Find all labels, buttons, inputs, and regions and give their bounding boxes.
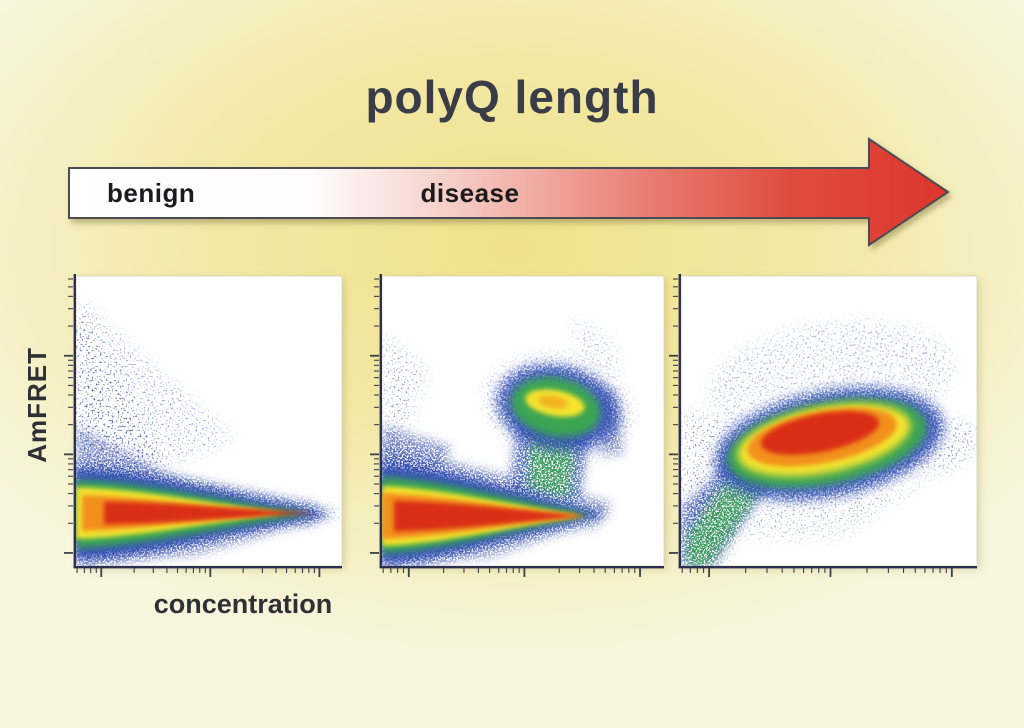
density-layer bbox=[104, 501, 316, 525]
arrow-label-disease: disease bbox=[420, 178, 520, 208]
density-layer bbox=[686, 476, 763, 566]
density-layer bbox=[570, 316, 622, 376]
figure-title: polyQ length bbox=[365, 71, 659, 123]
density-plot-intermediate bbox=[370, 274, 667, 577]
density-layers bbox=[382, 316, 632, 566]
arrow-shape bbox=[68, 137, 950, 247]
density-layers bbox=[76, 296, 340, 566]
x-axis-label: concentration bbox=[153, 589, 333, 619]
density-layers bbox=[681, 320, 977, 566]
density-plot-disease bbox=[669, 274, 980, 577]
tick-group bbox=[669, 278, 953, 577]
density-layer bbox=[538, 395, 568, 409]
tick-group bbox=[64, 278, 321, 577]
density-layer bbox=[394, 500, 588, 532]
density-layer bbox=[741, 468, 946, 538]
y-axis-label: AmFRET bbox=[22, 347, 52, 463]
density-plot-benign bbox=[64, 274, 345, 577]
density-layer bbox=[760, 411, 880, 455]
tick-group bbox=[370, 278, 641, 577]
arrow-label-benign: benign bbox=[107, 178, 196, 208]
density-layer bbox=[382, 331, 427, 451]
